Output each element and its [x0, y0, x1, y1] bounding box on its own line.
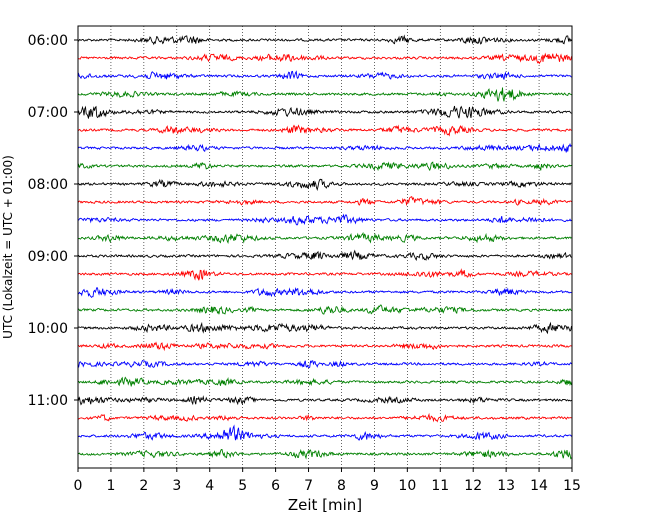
x-tick-label: 4 — [205, 478, 214, 494]
seismic-trace — [77, 287, 572, 299]
x-tick-label: 12 — [464, 478, 482, 494]
y-tick-label: 08:00 — [28, 177, 68, 193]
y-tick-label: 09:00 — [28, 249, 68, 265]
x-tick-label: 1 — [106, 478, 115, 494]
seismic-trace — [77, 195, 572, 207]
seismic-traces — [77, 34, 572, 460]
seismic-trace — [77, 213, 572, 226]
seismic-trace — [77, 321, 572, 335]
x-tick-label: 9 — [370, 478, 379, 494]
y-tick-label: 07:00 — [28, 105, 68, 121]
seismic-trace — [77, 34, 572, 46]
seismic-trace — [77, 161, 572, 172]
seismic-trace — [77, 424, 572, 441]
y-tick-label: 10:00 — [28, 321, 68, 337]
seismic-trace — [77, 376, 572, 387]
y-axis-label: UTC (Lokalzeit = UTC + 01:00) — [1, 155, 15, 339]
seismic-trace — [77, 52, 572, 65]
x-tick-label: 14 — [530, 478, 548, 494]
seismic-trace — [77, 105, 572, 119]
x-tick-label: 5 — [238, 478, 247, 494]
x-tick-label: 2 — [139, 478, 148, 494]
seismic-trace — [77, 268, 572, 281]
seismic-trace — [77, 412, 572, 423]
seismic-trace — [77, 395, 572, 406]
x-axis-label: Zeit [min] — [288, 496, 362, 514]
seismic-trace — [77, 249, 572, 261]
y-tick-label: 06:00 — [28, 33, 68, 49]
seismic-trace — [77, 143, 572, 153]
y-axis-ticks: 06:00 07:00 08:00 09:00 10:00 11:00 — [28, 33, 78, 409]
x-tick-label: 7 — [304, 478, 313, 494]
y-tick-label: 11:00 — [28, 393, 68, 409]
x-tick-label: 6 — [271, 478, 280, 494]
seismic-trace — [77, 231, 572, 245]
plot-frame — [77, 25, 573, 469]
seismic-trace — [77, 359, 572, 369]
x-tick-label: 15 — [563, 478, 581, 494]
x-tick-label: 3 — [172, 478, 181, 494]
x-tick-label: 10 — [398, 478, 416, 494]
seismic-trace — [77, 341, 572, 352]
seismic-trace — [77, 448, 572, 460]
x-tick-label: 0 — [74, 478, 83, 494]
seismic-trace — [77, 304, 572, 315]
x-axis-ticks: 0 1 2 3 4 5 6 7 8 9 10 11 12 13 14 15 — [74, 468, 581, 494]
x-tick-label: 13 — [497, 478, 515, 494]
seismic-trace — [77, 124, 572, 137]
seismic-trace — [77, 70, 572, 80]
seismic-trace — [77, 178, 572, 192]
x-tick-label: 11 — [431, 478, 449, 494]
seismic-trace — [77, 87, 572, 102]
x-tick-label: 8 — [337, 478, 346, 494]
